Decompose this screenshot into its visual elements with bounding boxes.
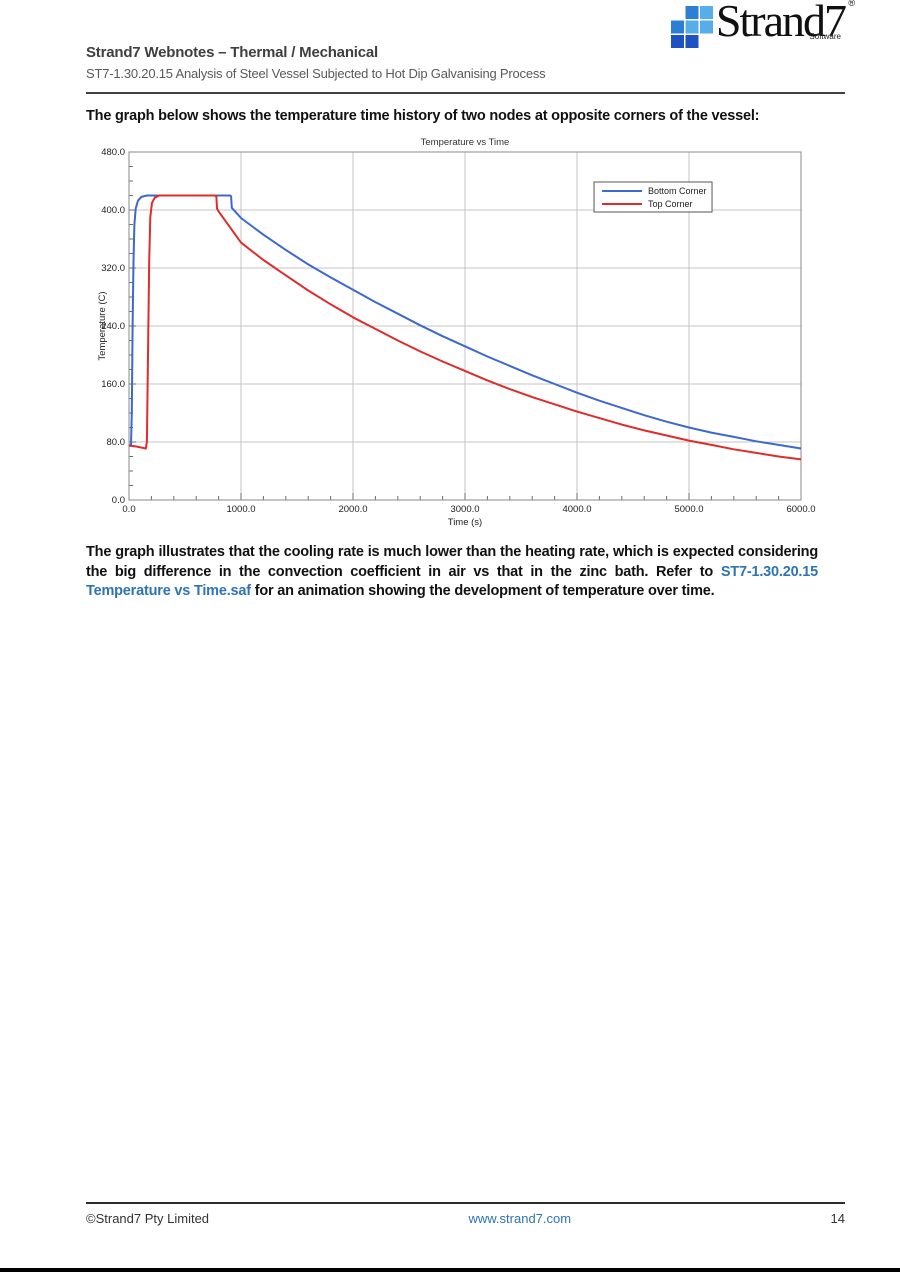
x-tick-label: 3000.0 [450, 504, 479, 515]
page-content: Strand7 Webnotes – Thermal / Mechanical … [86, 0, 855, 602]
y-tick-label: 400.0 [101, 205, 125, 216]
footer-copyright: ©Strand7 Pty Limited [86, 1211, 210, 1226]
y-tick-label: 240.0 [101, 321, 125, 332]
y-tick-label: 320.0 [101, 263, 125, 274]
x-tick-label: 0.0 [122, 504, 135, 515]
temperature-vs-time-chart: 0.0 1000.0 2000.0 3000.0 4000.0 5000.0 6000.0 0… [97, 137, 816, 528]
y-tick-label: 0.0 [112, 495, 125, 506]
series-line-bottom-corner [128, 194, 802, 450]
y-tick-label: 80.0 [107, 437, 126, 448]
footer-page-number: 14 [830, 1211, 845, 1226]
intro-paragraph: The graph below shows the temperature ti… [86, 108, 760, 124]
y-tick-label: 480.0 [101, 147, 125, 158]
x-tick-label: 2000.0 [338, 504, 367, 515]
legend-label: Top Corner [648, 199, 693, 209]
x-tick-label: 6000.0 [786, 504, 815, 515]
body-text-before-link: The graph illustrates that the cooling r… [86, 544, 818, 580]
chart-legend: Bottom Corner Top Corner [593, 181, 713, 213]
body-paragraph: The graph illustrates that the cooling r… [86, 543, 818, 602]
strand7-logo-software-label: Software [809, 32, 841, 41]
page-footer: ©Strand7 Pty Limited www.strand7.com 14 [86, 1202, 845, 1226]
x-tick-label: 5000.0 [674, 504, 703, 515]
x-axis-label: Time (s) [448, 517, 482, 528]
strand7-logo: Strand7 ® Software [670, 0, 855, 48]
temperature-chart-figure: 0.0 1000.0 2000.0 3000.0 4000.0 5000.0 6000.0 0… [96, 136, 845, 533]
body-text-after-link: for an animation showing the development… [250, 583, 715, 599]
strand7-mosaic-icon [670, 6, 713, 48]
chart-title: Temperature vs Time [421, 137, 510, 148]
legend-label: Bottom Corner [648, 186, 707, 196]
registered-trademark-icon: ® [848, 0, 855, 8]
saf-file-link[interactable]: ST7-1.30.20.15 Temperature vs Time.saf [86, 563, 818, 600]
y-tick-label: 160.0 [101, 379, 125, 390]
x-tick-label: 4000.0 [562, 504, 591, 515]
plot-border [128, 151, 802, 501]
webnotes-title: Strand7 Webnotes – Thermal / Mechanical [86, 44, 379, 61]
header-rule [86, 92, 845, 94]
series-line-top-corner [128, 194, 802, 461]
y-axis-label: Temperature (C) [97, 291, 108, 360]
page-bottom-edge [0, 1268, 900, 1272]
strand7-logo-text: Strand7 [715, 0, 847, 46]
webnotes-subtitle: ST7-1.30.20.15 Analysis of Steel Vessel … [86, 66, 546, 81]
x-tick-label: 1000.0 [226, 504, 255, 515]
footer-website-link[interactable]: www.strand7.com [468, 1211, 572, 1226]
strand7-logo-text-wrap: Strand7 ® Software [715, 0, 855, 46]
page-header: Strand7 Webnotes – Thermal / Mechanical … [86, 0, 855, 94]
